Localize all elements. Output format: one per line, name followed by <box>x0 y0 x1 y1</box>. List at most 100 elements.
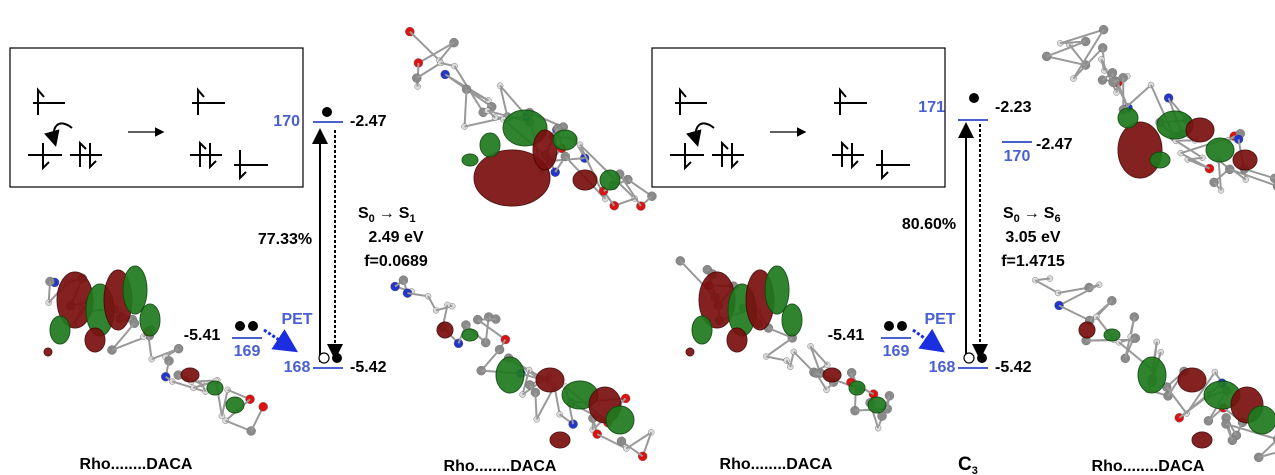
arrow: → <box>379 205 395 222</box>
orbital-lobe <box>782 304 802 336</box>
orbital-lobe <box>573 170 597 190</box>
hole <box>319 353 329 363</box>
orbital-lobe <box>686 348 694 356</box>
caption: Rho........DACA <box>720 456 833 473</box>
bond <box>410 32 440 61</box>
level-label: 170 <box>273 113 300 130</box>
orbital-lobe <box>140 304 160 336</box>
energy: -5.41 <box>184 327 221 344</box>
orbital-lobe <box>437 322 453 338</box>
excitation-energy: 2.49 eV <box>368 229 423 246</box>
caption: Rho........DACA <box>444 458 557 475</box>
electron <box>235 321 245 331</box>
bond <box>1123 85 1151 110</box>
orbital-lobe <box>553 130 577 150</box>
state-index: 0 <box>369 213 375 225</box>
orbital-lobe <box>868 397 886 413</box>
electron <box>248 321 258 331</box>
orbital-lobe <box>600 170 620 190</box>
orbital-lobe <box>207 381 223 395</box>
orbital-lobe <box>1138 357 1166 393</box>
hole <box>964 353 974 363</box>
state: S <box>399 205 410 222</box>
orbital-lobe <box>765 266 789 314</box>
level-label: 171 <box>918 99 945 116</box>
orbital-lobe <box>1248 406 1275 434</box>
energy: -5.42 <box>350 359 387 376</box>
orbital-lobe <box>606 406 634 434</box>
electron <box>322 107 332 117</box>
transition: S0→S1 <box>358 205 416 225</box>
bond <box>1179 397 1207 418</box>
bond <box>478 320 506 340</box>
electron <box>884 321 894 331</box>
molecules <box>44 25 1275 462</box>
orbital-lobe <box>1186 118 1214 142</box>
atom <box>617 437 626 446</box>
molecule <box>391 276 655 461</box>
caption: Rho........DACA <box>80 456 193 473</box>
orbital-lobe <box>1150 152 1170 168</box>
orbital-lobe <box>50 316 70 344</box>
pet-arrow <box>264 330 293 349</box>
orbital-lobe <box>496 357 524 393</box>
bond <box>1059 305 1090 320</box>
bond <box>465 89 467 126</box>
energy: -5.41 <box>828 327 865 344</box>
orbital-lobe <box>1233 150 1257 170</box>
compound: C <box>958 454 972 475</box>
figure: 170 -2.47 77.33% S0→S1 2.49 eV f=0.0689 … <box>0 0 1275 475</box>
molecule <box>405 27 656 210</box>
pet-arrow <box>913 330 940 349</box>
orbital-lobe <box>1118 108 1138 128</box>
orbital-lobe <box>536 368 564 392</box>
orbital-lobe <box>849 381 865 395</box>
excitation-energy: 3.05 eV <box>1005 229 1060 246</box>
orbital-lobe <box>727 328 747 352</box>
orbital-lobe <box>1104 329 1120 341</box>
state: S <box>1003 205 1014 222</box>
state-index: 0 <box>1014 213 1020 225</box>
orbital-lobe <box>85 328 105 352</box>
orbital-lobe <box>181 368 199 382</box>
orbital-lobe <box>226 397 244 413</box>
orbital-lobe <box>462 329 478 341</box>
level-label: 169 <box>234 343 261 360</box>
compound-label: C3 <box>958 454 978 475</box>
pet-label: PET <box>281 311 312 328</box>
orbital-lobe <box>480 133 500 157</box>
orbital-scheme <box>652 48 945 187</box>
state-index: 6 <box>1054 213 1060 225</box>
oscillator-strength: f=0.0689 <box>364 253 428 270</box>
orbital-lobe <box>1079 322 1095 338</box>
contribution: 77.33% <box>258 231 312 248</box>
orbital-lobe <box>1118 122 1162 178</box>
orbital-lobe <box>692 316 712 344</box>
orbital-lobe <box>550 432 570 448</box>
electron <box>897 321 907 331</box>
electron <box>332 353 342 363</box>
electron <box>969 93 979 103</box>
oscillator-strength: f=1.4715 <box>1001 253 1065 270</box>
energy: -5.42 <box>995 359 1032 376</box>
orbital-lobe <box>1178 368 1206 392</box>
molecule <box>1032 276 1275 462</box>
transition: S0→S6 <box>1003 205 1061 225</box>
bond <box>1059 285 1099 306</box>
state: S <box>1044 205 1055 222</box>
bond <box>766 338 792 357</box>
atom <box>259 402 268 411</box>
energy: -2.47 <box>350 113 387 130</box>
state: S <box>358 205 369 222</box>
bond <box>1035 280 1058 293</box>
contribution: 80.60% <box>902 216 956 233</box>
compound-index: 3 <box>972 465 978 475</box>
orbital-scheme <box>10 48 303 187</box>
level-label: 170 <box>1004 148 1031 165</box>
orbital-lobe <box>462 154 478 166</box>
bond <box>535 392 536 419</box>
orbital-lobe <box>823 368 841 382</box>
orbital-lobe <box>44 348 52 356</box>
state-index: 1 <box>409 213 415 225</box>
arrow: → <box>1024 205 1040 222</box>
